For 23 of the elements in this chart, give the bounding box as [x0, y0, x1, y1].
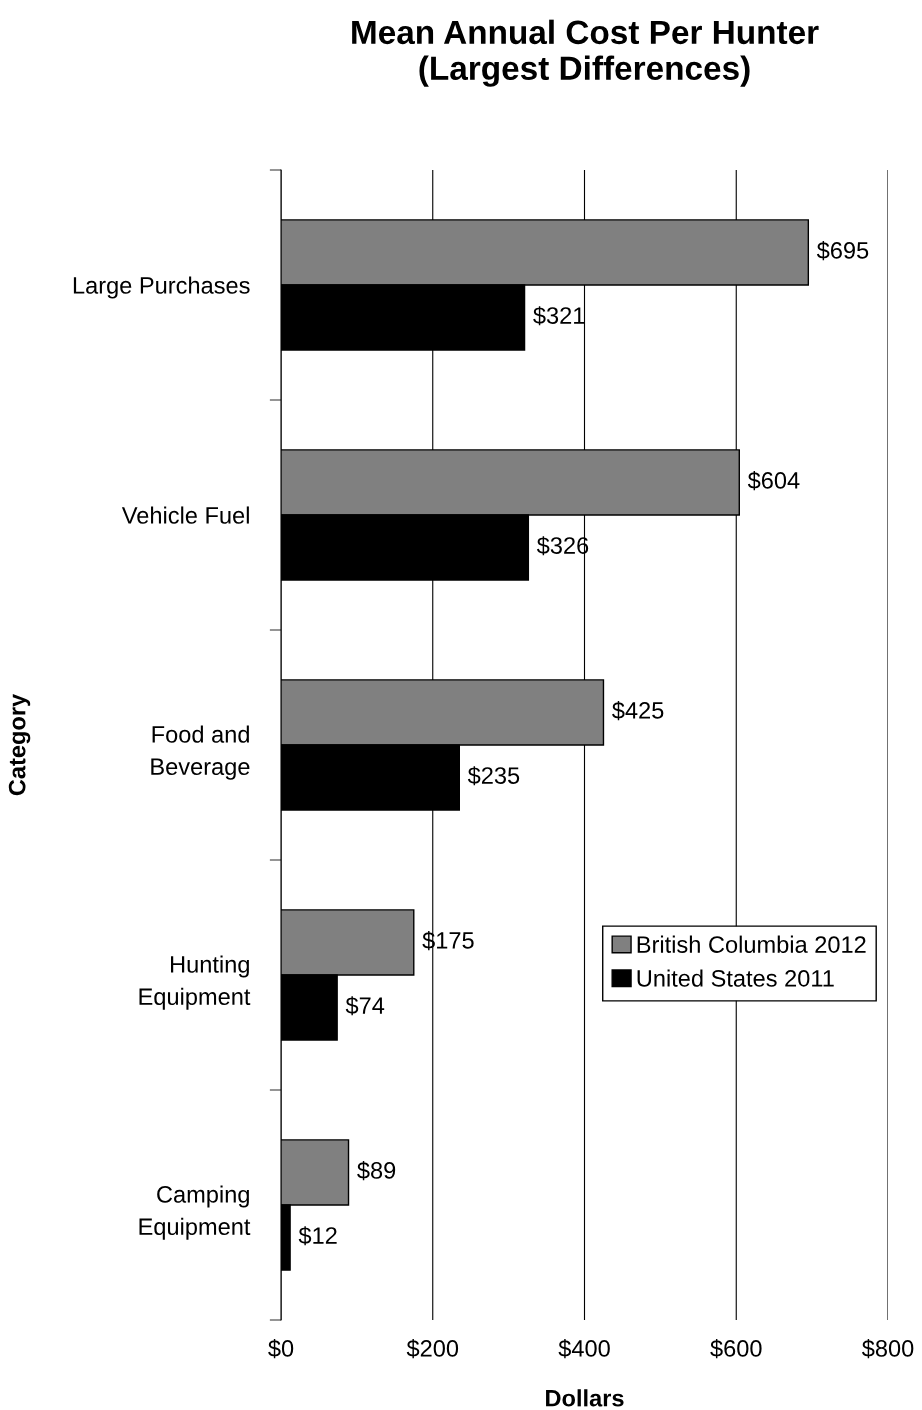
y-tick-label: Camping Equipment: [139, 1185, 251, 1240]
data-label: $74: [345, 996, 385, 1016]
chart-title: Mean Annual Cost Per Hunter (Largest Differences): [352, 19, 819, 87]
x-tick-label: $200: [406, 1339, 459, 1359]
x-axis-title: Dollars: [546, 1389, 624, 1407]
y-tick-label: Large Purchases: [73, 276, 250, 299]
x-tick-label: $400: [558, 1339, 610, 1359]
x-tick-label: $800: [861, 1339, 914, 1359]
y-tick-label: Food and Beverage: [151, 725, 250, 780]
data-label: $12: [298, 1226, 337, 1246]
data-label: $235: [467, 766, 520, 786]
y-tick-label: Vehicle Fuel: [121, 506, 249, 524]
data-label: $604: [747, 471, 800, 491]
y-axis-title: Category: [8, 693, 31, 796]
legend-label: United States 2011: [637, 969, 834, 987]
data-label: $695: [816, 241, 869, 261]
x-tick-label: $600: [710, 1339, 762, 1359]
y-tick-label: Hunting Equipment: [139, 955, 251, 1010]
data-label: $321: [533, 306, 585, 326]
data-label: $425: [612, 701, 664, 721]
data-label: $89: [357, 1161, 396, 1181]
x-tick-label: $0: [268, 1339, 294, 1359]
legend-label: British Columbia 2012: [637, 935, 866, 953]
